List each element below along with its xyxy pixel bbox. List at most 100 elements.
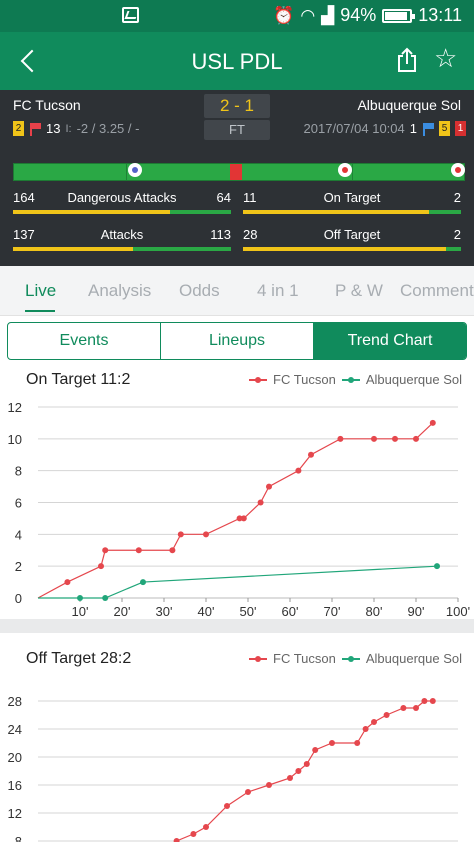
main-tabs: Live Analysis Odds 4 in 1 P & W Comment — [0, 266, 474, 316]
y-tick-label: 12 — [8, 400, 22, 415]
series-line — [37, 422, 434, 599]
timeline-segment — [127, 164, 240, 180]
away-corner-flag-icon — [422, 122, 434, 136]
data-point — [266, 782, 272, 788]
handicap: -2 / 3.25 / - — [76, 121, 140, 136]
chart-title: On Target 11:2 — [26, 371, 131, 388]
wifi-icon: ◠ — [300, 5, 316, 25]
y-tick-label: 2 — [15, 559, 22, 574]
stat-away-value: 113 — [210, 227, 231, 242]
y-tick-label: 0 — [15, 591, 22, 606]
away-yellow-card-icon: 5 — [439, 121, 450, 136]
y-tick-label: 20 — [8, 750, 22, 765]
battery-icon — [382, 8, 416, 23]
legend-line-away — [341, 376, 360, 383]
app-header: USL PDL ☆ — [0, 32, 474, 90]
x-tick-label: 20' — [114, 604, 131, 619]
data-point — [287, 775, 293, 781]
data-point — [308, 451, 314, 458]
star-icon[interactable]: ☆ — [434, 43, 458, 73]
segment-trend-chart[interactable]: Trend Chart — [314, 323, 466, 359]
data-point — [169, 547, 176, 554]
y-tick-label: 10 — [8, 432, 22, 447]
data-point — [266, 483, 272, 490]
legend-line-away — [341, 655, 360, 662]
data-point — [312, 747, 319, 753]
stat-label: Off Target — [323, 227, 381, 242]
stat-home-value: 28 — [243, 227, 258, 242]
handicap-icon: I: — [65, 122, 72, 135]
segment-events[interactable]: Events — [8, 323, 161, 359]
y-tick-label: 8 — [15, 464, 22, 479]
home-meta: 2 13 I: -2 / 3.25 / - — [13, 121, 139, 136]
x-tick-label: 30' — [156, 604, 173, 619]
x-tick-label: 10' — [72, 604, 89, 619]
data-point — [240, 515, 247, 522]
data-point — [400, 705, 407, 711]
gallery-icon — [122, 7, 139, 23]
away-team-name[interactable]: Albuquerque Sol — [357, 97, 461, 113]
match-state: FT — [204, 120, 270, 140]
stat-away-value: 64 — [216, 190, 231, 205]
legend-label-away: Albuquerque Sol — [365, 651, 462, 666]
data-point — [64, 579, 71, 586]
series-line — [38, 565, 438, 599]
goal-ball-icon — [451, 163, 465, 177]
away-corners: 1 — [409, 121, 417, 136]
x-tick-label: 70' — [324, 604, 341, 619]
x-tick-label: 40' — [198, 604, 215, 619]
data-point — [77, 595, 83, 601]
home-yellow-card-icon: 2 — [13, 121, 24, 136]
signal-icon: ▟ — [321, 5, 335, 25]
stat-home-value: 137 — [13, 227, 35, 242]
tab-live[interactable]: Live — [25, 281, 57, 300]
data-point — [203, 824, 209, 830]
home-team-name[interactable]: FC Tucson — [13, 97, 81, 113]
tab-odds[interactable]: Odds — [179, 281, 220, 300]
x-tick-label: 100' — [446, 604, 470, 619]
goal-ball-icon — [338, 163, 352, 177]
data-point — [303, 761, 310, 767]
legend-label-home: FC Tucson — [273, 651, 336, 666]
data-point — [371, 719, 377, 725]
tab-analysis[interactable]: Analysis — [88, 281, 152, 300]
data-point — [236, 515, 243, 522]
segment-lineups[interactable]: Lineups — [161, 323, 314, 359]
series-line — [174, 700, 433, 842]
stat-label: On Target — [323, 190, 381, 205]
chart-legend: FC Tucson Albuquerque Sol — [249, 651, 462, 666]
home-corners: 13 — [46, 121, 61, 136]
active-tab-indicator — [25, 310, 55, 312]
clock: 13:11 — [418, 5, 462, 25]
tab-pw[interactable]: P & W — [335, 281, 383, 300]
x-tick-label: 90' — [408, 604, 425, 619]
stat-bar — [243, 247, 461, 251]
legend-label-home: FC Tucson — [273, 372, 336, 387]
data-point — [203, 531, 209, 538]
home-corner-flag-icon — [29, 122, 41, 136]
data-point — [177, 531, 184, 538]
data-point — [295, 467, 302, 474]
data-point — [434, 563, 440, 570]
tab-comment[interactable]: Comment — [400, 281, 474, 300]
data-point — [429, 698, 436, 704]
share-icon[interactable] — [396, 47, 418, 73]
match-timeline — [13, 163, 465, 181]
data-point — [329, 740, 335, 746]
y-tick-label: 16 — [8, 778, 22, 793]
y-tick-label: 4 — [15, 527, 22, 542]
x-tick-label: 60' — [282, 604, 299, 619]
away-red-card-icon: 1 — [455, 121, 466, 136]
y-tick-label: 28 — [8, 694, 22, 709]
sub-tabs: Events Lineups Trend Chart — [7, 322, 467, 360]
x-tick-label: 50' — [240, 604, 257, 619]
status-bar: ⏰ ◠ ▟ 94% 13:11 — [0, 0, 474, 32]
y-tick-label: 8 — [15, 834, 22, 842]
battery-percent: 94% — [340, 5, 377, 25]
data-point — [257, 499, 264, 506]
data-point — [392, 435, 398, 442]
tab-4in1[interactable]: 4 in 1 — [257, 281, 299, 300]
stat-bar — [13, 247, 231, 251]
timeline-segment — [240, 164, 353, 180]
stat-home-value: 11 — [243, 190, 257, 205]
